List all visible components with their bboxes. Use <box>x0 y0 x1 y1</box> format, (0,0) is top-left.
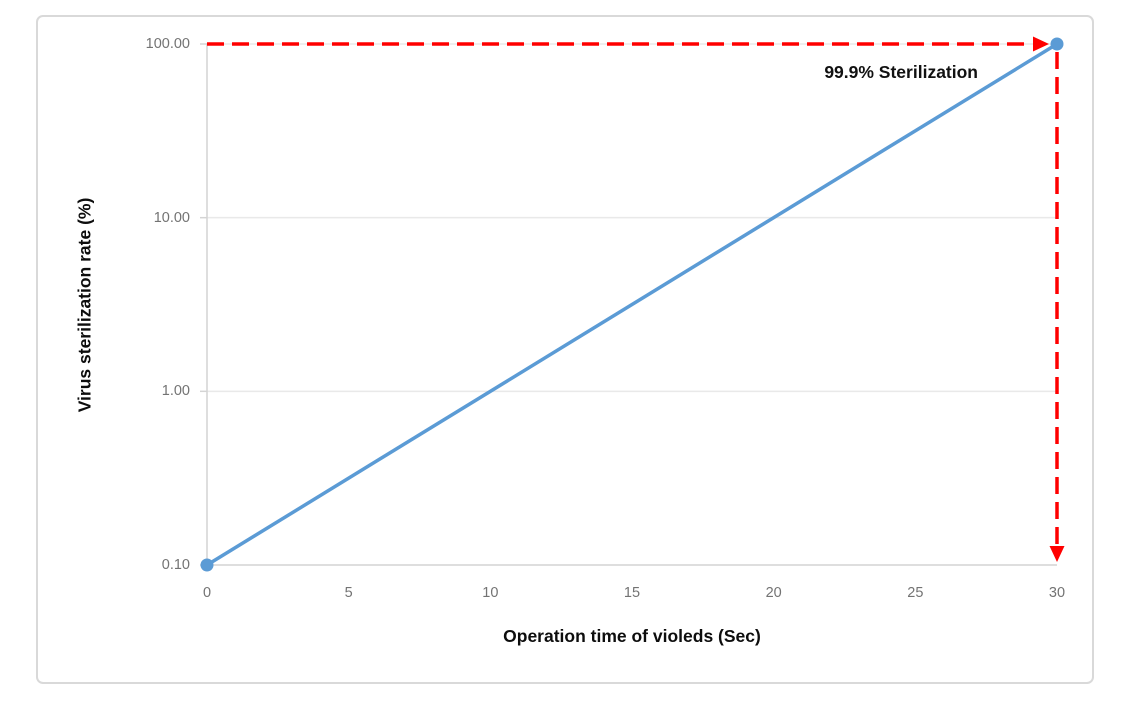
guide-arrowhead-down <box>1049 546 1065 562</box>
data-point-marker <box>200 558 214 572</box>
y-tick-label: 10.00 <box>153 209 190 226</box>
x-tick-label: 25 <box>907 585 924 601</box>
chart-frame: 100.00 10.00 1.00 0.10 0 5 10 15 20 25 30 Virus s… <box>36 15 1094 684</box>
series-line <box>206 42 1058 567</box>
y-tick-label: 0.10 <box>161 557 190 573</box>
x-tick-label: 30 <box>1048 585 1066 601</box>
data-point-marker <box>1050 37 1064 51</box>
x-tick-label: 15 <box>623 585 641 601</box>
x-tick-label: 0 <box>202 585 212 601</box>
y-axis-title: Virus sterilization rate (%) <box>74 197 95 413</box>
x-tick-label: 10 <box>482 585 499 601</box>
x-axis-title: Operation time of violeds (Sec) <box>503 626 761 646</box>
y-tick-label: 1.00 <box>161 383 190 400</box>
plot-area <box>200 36 1065 572</box>
sterilization-annotation: 99.9% Sterilization <box>824 62 978 82</box>
y-tick-label: 100.00 <box>145 36 190 52</box>
x-tick-label: 5 <box>344 585 353 601</box>
guide-arrowhead-right <box>1033 36 1049 52</box>
x-tick-label: 20 <box>765 585 782 601</box>
